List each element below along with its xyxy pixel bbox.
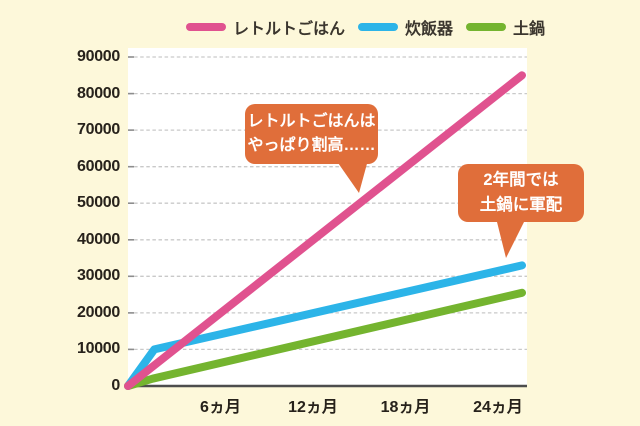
y-tick-label: 60000 (77, 157, 120, 175)
y-tick-label: 90000 (77, 48, 120, 65)
chart-legend: レトルトごはん 炊飯器 土鍋 (186, 15, 545, 39)
legend-item-suihanki: 炊飯器 (358, 15, 453, 39)
y-tick-label: 20000 (77, 303, 120, 321)
y-tick-label: 50000 (77, 194, 120, 212)
legend-swatch-suihanki (358, 23, 399, 31)
callout-retort-tail (336, 160, 368, 193)
y-tick-label: 80000 (77, 84, 120, 102)
x-tick-label: 18ヵ月 (380, 399, 431, 416)
legend-label: レトルトごはん (233, 21, 346, 38)
legend-swatch-retort-gohan (186, 23, 226, 31)
legend-item-retort-gohan: レトルトごはん (186, 15, 345, 39)
callout-text-line: 土鍋に軍配 (479, 196, 563, 214)
callout-donabe-wins: 2年間では 土鍋に軍配 (458, 164, 584, 222)
legend-label: 炊飯器 (405, 21, 454, 38)
callout-text-line: やっぱり割高…… (247, 137, 376, 154)
y-tick-label: 0 (111, 377, 120, 394)
y-tick-label: 40000 (77, 230, 120, 248)
y-tick-label: 70000 (77, 121, 120, 139)
legend-item-donabe: 土鍋 (466, 15, 545, 39)
x-tick-label: 6ヵ月 (200, 399, 241, 416)
callout-text-line: レトルトごはんは (247, 113, 376, 130)
callout-donabe-tail (496, 218, 526, 258)
series-line-suihanki (124, 261, 526, 390)
y-tick-label: 10000 (77, 340, 120, 358)
x-tick-label: 24ヵ月 (473, 399, 523, 416)
y-tick-label: 30000 (77, 267, 120, 285)
callout-retort-expensive: レトルトごはんは やっぱり割高…… (245, 104, 378, 164)
callout-text-line: 2年間では (483, 171, 559, 190)
series-line-retort-gohan (124, 71, 526, 390)
legend-swatch-donabe (466, 23, 507, 31)
legend-label: 土鍋 (513, 21, 546, 38)
x-tick-label: 12ヵ月 (288, 399, 338, 416)
